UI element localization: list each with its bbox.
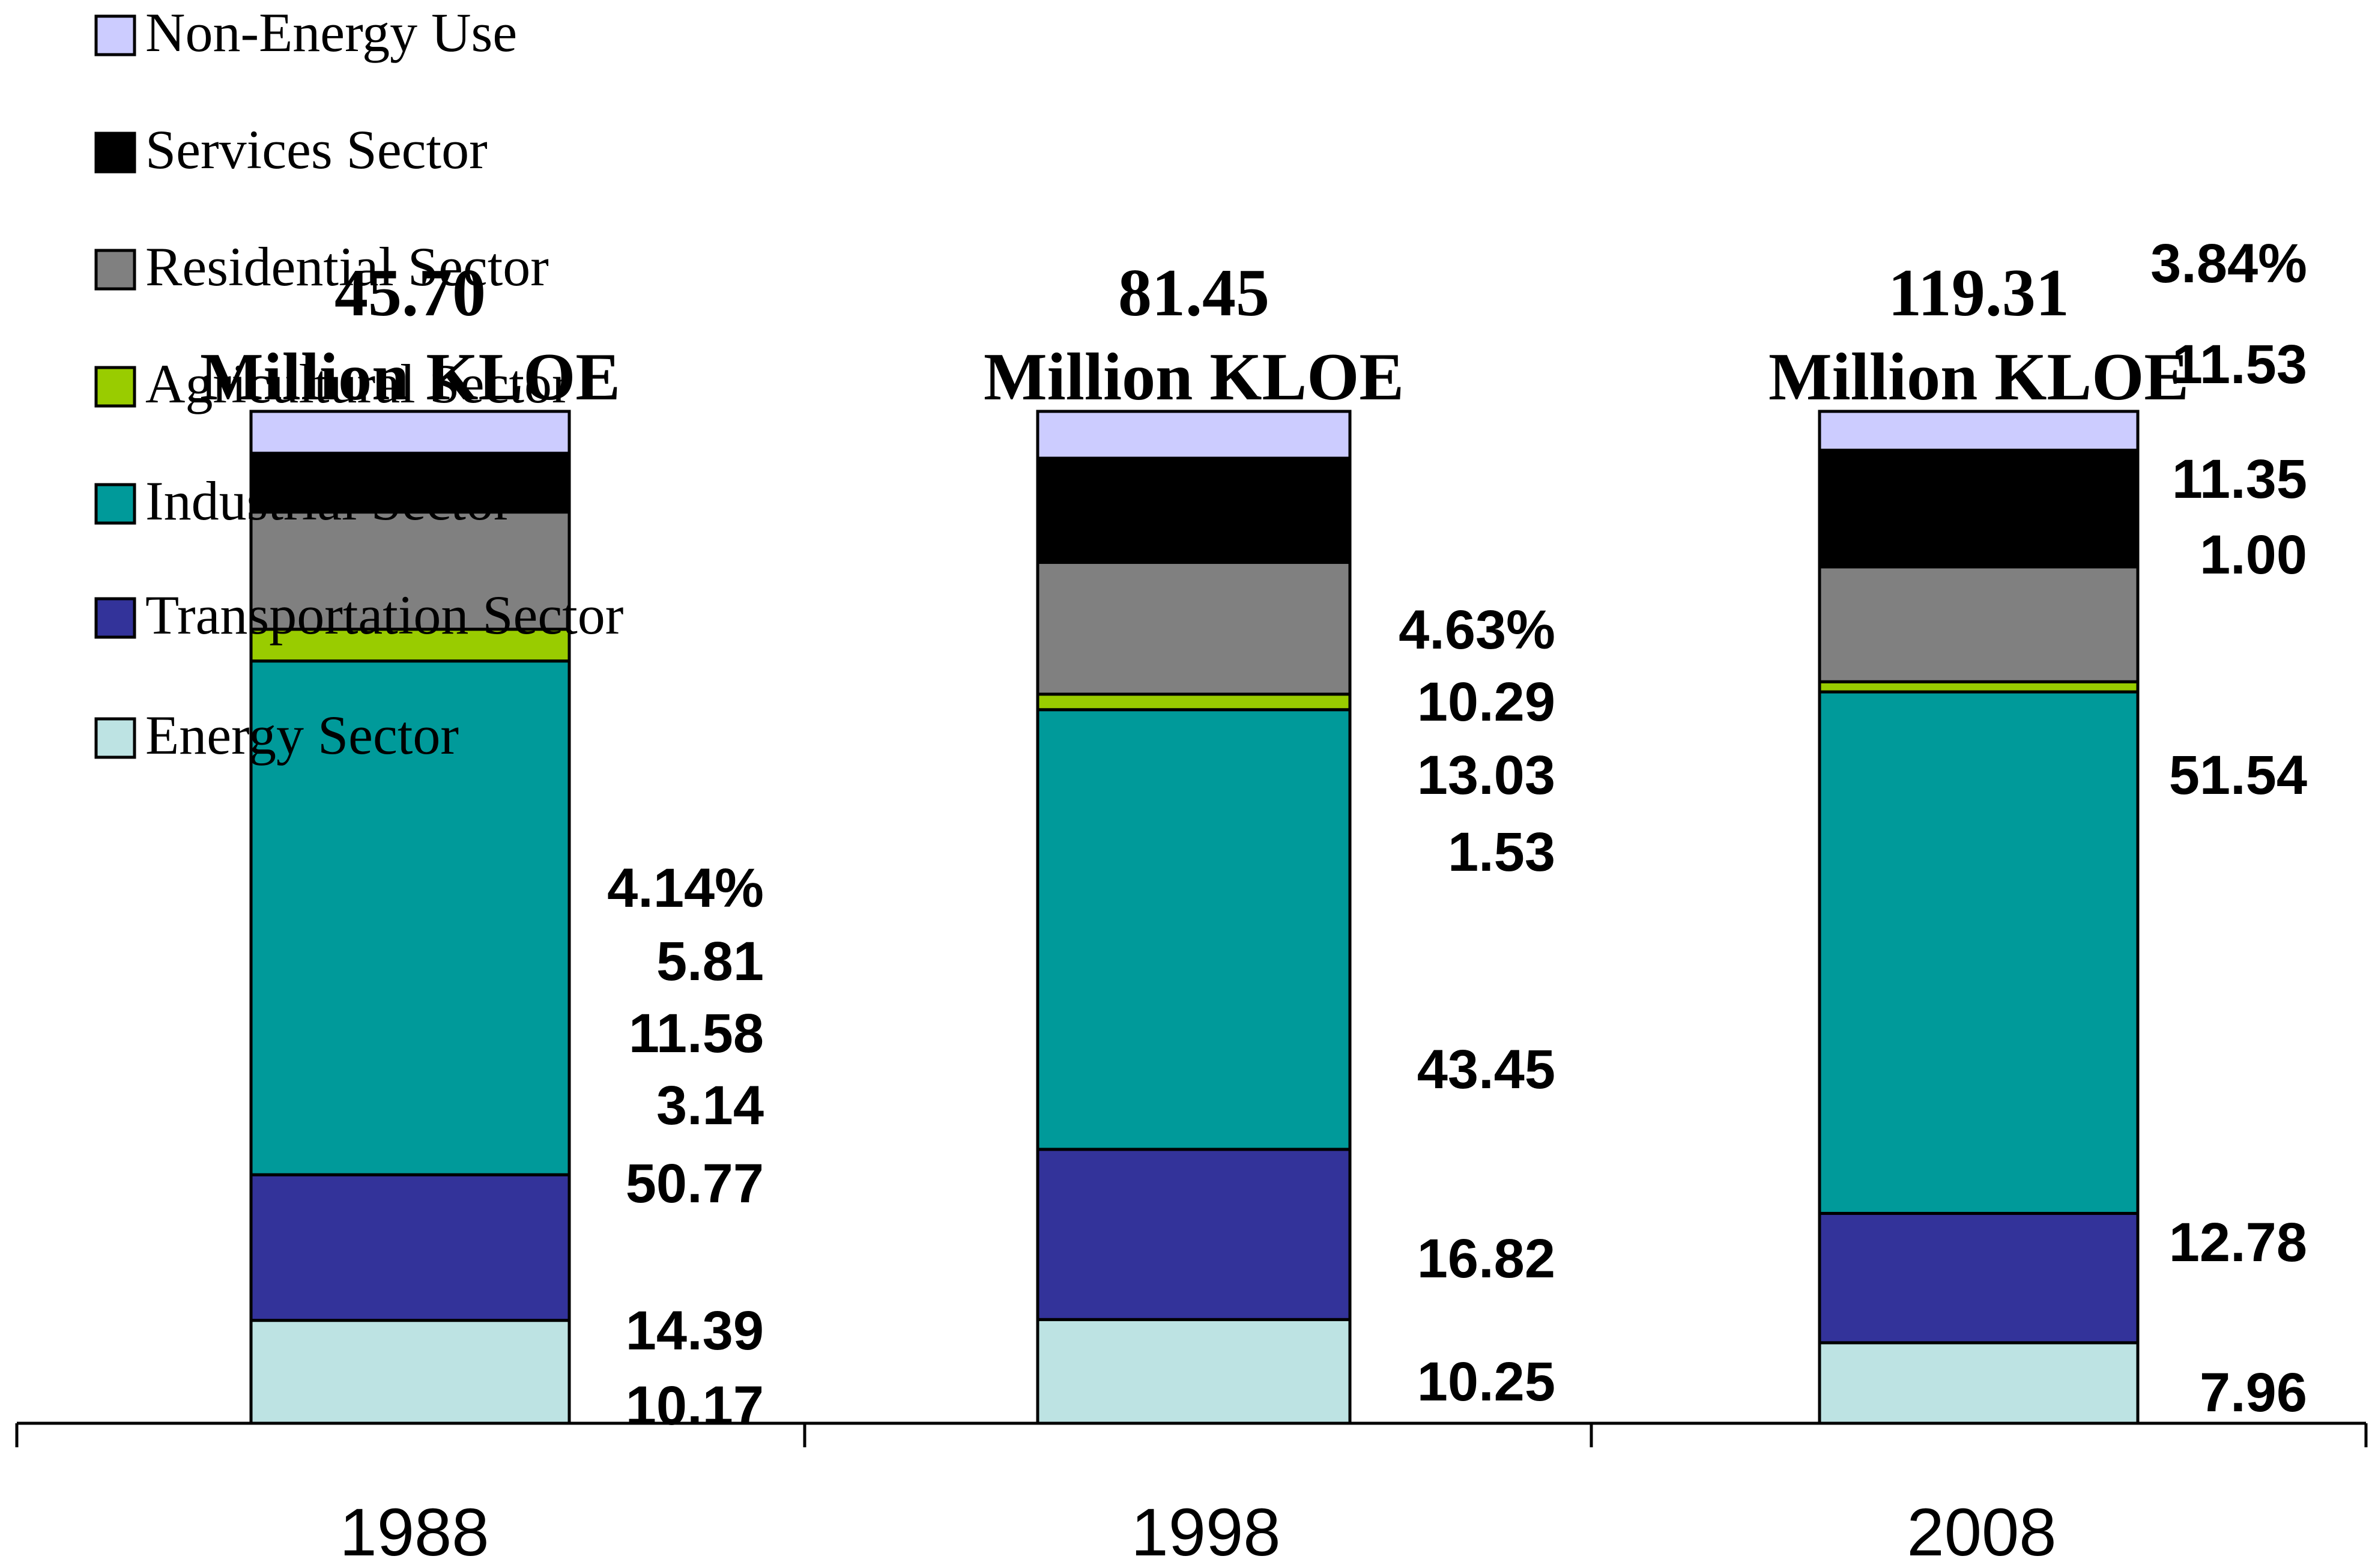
total-value-label: 45.70 bbox=[334, 256, 486, 330]
value-label: 3.14 bbox=[656, 1075, 764, 1136]
bar-segment-non-energy-use-2008 bbox=[1818, 410, 2140, 452]
bar-segment-transportation-sector-1998 bbox=[1036, 1148, 1352, 1321]
bar-segment-transportation-sector-1988 bbox=[249, 1173, 571, 1322]
value-label: 51.54 bbox=[2169, 745, 2307, 806]
value-label: 1.53 bbox=[1448, 822, 1555, 883]
total-unit-label: Million KLOE bbox=[200, 340, 620, 414]
x-tick-label: 1988 bbox=[339, 1495, 489, 1568]
value-label: 16.82 bbox=[1417, 1228, 1555, 1289]
value-label: 10.29 bbox=[1417, 671, 1555, 733]
bar-segment-residential-sector-2008 bbox=[1818, 565, 2140, 683]
bar-segment-residential-sector-1998 bbox=[1036, 560, 1352, 696]
total-unit-label: Million KLOE bbox=[1768, 340, 2189, 414]
value-label: 4.63% bbox=[1399, 599, 1555, 661]
legend-swatch-non-energy-use bbox=[94, 14, 136, 56]
legend-label: Services Sector bbox=[145, 119, 488, 180]
bar-segment-non-energy-use-1998 bbox=[1036, 410, 1352, 460]
legend-swatch-industrial-sector bbox=[94, 483, 136, 525]
value-label: 5.81 bbox=[656, 931, 764, 992]
value-label: 11.58 bbox=[629, 1003, 764, 1064]
value-label: 10.25 bbox=[1417, 1351, 1555, 1412]
legend-label: Agricultural Sector bbox=[145, 353, 570, 414]
legend-swatch-agricultural-sector bbox=[94, 366, 136, 408]
value-label: 50.77 bbox=[626, 1153, 764, 1214]
value-label: 43.45 bbox=[1417, 1039, 1555, 1100]
x-tick-label: 2008 bbox=[1907, 1495, 2056, 1568]
value-label: 13.03 bbox=[1417, 745, 1555, 806]
value-label: 12.78 bbox=[2169, 1212, 2307, 1273]
legend-swatch-energy-sector bbox=[94, 717, 136, 759]
bar-segment-agricultural-sector-2008 bbox=[1818, 680, 2140, 694]
legend-label: Non-Energy Use bbox=[145, 2, 517, 63]
bar-segment-industrial-sector-2008 bbox=[1818, 690, 2140, 1215]
legend-label: Industrial Sector bbox=[145, 470, 512, 531]
value-label: 7.96 bbox=[2200, 1362, 2307, 1423]
total-unit-label: Million KLOE bbox=[984, 340, 1404, 414]
bar-segment-services-sector-2008 bbox=[1818, 449, 2140, 569]
bar-segment-industrial-sector-1988 bbox=[249, 659, 571, 1176]
x-tick-label: 1998 bbox=[1131, 1495, 1280, 1568]
value-label: 3.84% bbox=[2150, 233, 2307, 294]
bar-segment-energy-sector-2008 bbox=[1818, 1341, 2140, 1425]
bar-segment-industrial-sector-1998 bbox=[1036, 708, 1352, 1151]
bar-segment-energy-sector-1988 bbox=[249, 1319, 571, 1425]
legend-label: Transportation Sector bbox=[145, 584, 623, 646]
bar-segment-transportation-sector-2008 bbox=[1818, 1212, 2140, 1345]
legend-label: Residential Sector bbox=[145, 236, 549, 297]
value-label: 10.17 bbox=[626, 1375, 764, 1436]
bar-segment-services-sector-1998 bbox=[1036, 456, 1352, 564]
legend-swatch-residential-sector bbox=[94, 249, 136, 291]
total-value-label: 119.31 bbox=[1888, 256, 2069, 330]
total-value-label: 81.45 bbox=[1118, 256, 1269, 330]
value-label: 1.00 bbox=[2200, 524, 2307, 586]
value-label: 11.35 bbox=[2172, 449, 2307, 510]
bar-segment-non-energy-use-1988 bbox=[249, 410, 571, 455]
bar-segment-agricultural-sector-1988 bbox=[249, 628, 571, 663]
bar-segment-energy-sector-1998 bbox=[1036, 1318, 1352, 1425]
legend-swatch-transportation-sector bbox=[94, 597, 136, 639]
legend-swatch-services-sector bbox=[94, 132, 136, 174]
legend-label: Energy Sector bbox=[145, 704, 459, 766]
value-label: 11.53 bbox=[2172, 334, 2307, 395]
bar-segment-agricultural-sector-1998 bbox=[1036, 692, 1352, 712]
value-label: 4.14% bbox=[607, 858, 764, 919]
value-label: 14.39 bbox=[626, 1300, 764, 1361]
